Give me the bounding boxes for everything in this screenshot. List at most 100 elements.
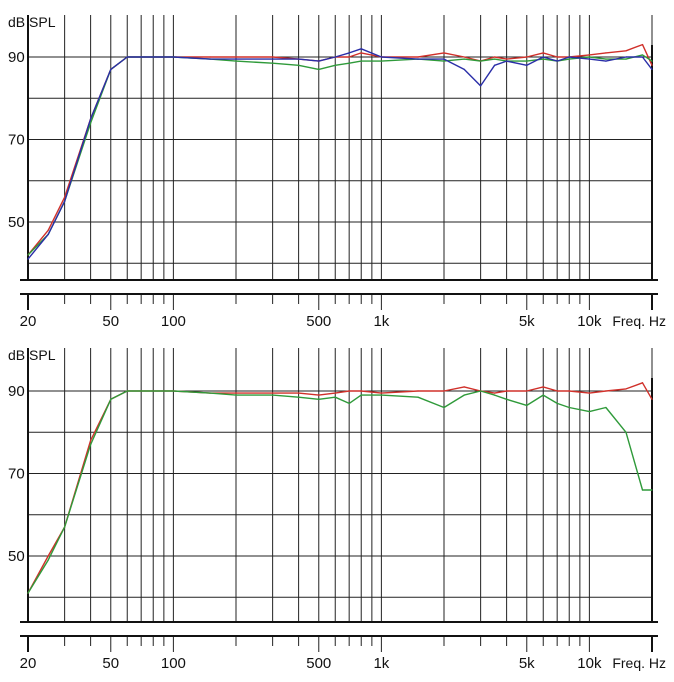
y-tick-label-90: 90: [8, 49, 25, 66]
data-point: [651, 60, 653, 62]
data-point: [463, 58, 465, 60]
data-point: [334, 56, 336, 58]
data-point: [360, 48, 362, 50]
data-point: [298, 64, 300, 66]
data-point: [298, 58, 300, 60]
data-point: [605, 60, 607, 62]
data-point: [463, 56, 465, 58]
data-point: [526, 390, 528, 392]
data-point: [480, 390, 482, 392]
data-point: [463, 68, 465, 70]
data-point: [348, 62, 350, 64]
data-point: [625, 56, 627, 58]
data-point: [209, 392, 211, 394]
series-line-2: [27, 390, 652, 594]
data-point: [542, 58, 544, 60]
data-point: [463, 386, 465, 388]
data-point: [334, 392, 336, 394]
data-point: [235, 394, 237, 396]
data-point: [209, 58, 211, 60]
data-point: [641, 382, 644, 384]
data-point: [605, 58, 607, 60]
data-point: [64, 196, 66, 198]
data-point: [318, 394, 320, 396]
y-axis-label: dB SPL: [8, 347, 56, 363]
data-point: [506, 390, 508, 392]
data-point: [641, 44, 644, 46]
data-point: [152, 56, 154, 58]
data-point: [360, 390, 362, 392]
data-point: [443, 58, 445, 60]
data-point: [272, 58, 274, 60]
data-point: [625, 58, 627, 60]
data-point: [542, 56, 544, 58]
data-point: [235, 392, 237, 394]
x-tick-label-500: 500: [306, 313, 331, 330]
data-point: [651, 398, 653, 400]
data-point: [417, 58, 419, 60]
data-point: [556, 390, 558, 392]
data-point: [568, 390, 570, 392]
data-point: [47, 559, 49, 561]
y-tick-label-70: 70: [8, 132, 25, 149]
y-tick-label-50: 50: [8, 548, 25, 565]
data-point: [47, 555, 49, 557]
data-point: [588, 54, 590, 56]
data-point: [172, 390, 174, 392]
data-point: [443, 52, 445, 54]
data-point: [556, 56, 558, 58]
data-point: [651, 489, 653, 491]
data-point: [348, 390, 350, 392]
data-point: [334, 64, 336, 66]
data-point: [298, 396, 300, 398]
data-point: [480, 85, 482, 87]
x-tick-label-500: 500: [306, 655, 331, 672]
data-point: [380, 56, 382, 58]
data-point: [380, 392, 382, 394]
data-point: [348, 402, 350, 404]
data-point: [568, 56, 570, 58]
data-point: [493, 392, 496, 394]
data-point: [380, 394, 382, 396]
data-point: [235, 58, 237, 60]
data-point: [480, 60, 482, 62]
x-tick-label-10k: 10k: [577, 655, 602, 672]
data-point: [27, 258, 29, 260]
y-tick-label-90: 90: [8, 383, 25, 400]
data-point: [348, 52, 350, 54]
data-point: [605, 390, 607, 392]
x-tick-label-100: 100: [161, 313, 186, 330]
data-point: [348, 56, 350, 58]
data-point: [272, 394, 274, 396]
series-line-3: [27, 48, 653, 260]
data-point: [90, 122, 92, 124]
data-point: [526, 56, 528, 58]
data-point: [493, 64, 496, 66]
data-point: [235, 60, 237, 62]
data-point: [568, 406, 570, 409]
data-point: [605, 406, 607, 409]
data-point: [298, 392, 300, 394]
data-point: [140, 56, 142, 58]
data-point: [641, 489, 644, 491]
data-point: [417, 390, 419, 392]
series-line-1: [27, 382, 653, 594]
y-axis-label: dB SPL: [8, 14, 56, 30]
data-point: [443, 60, 445, 62]
data-point: [641, 56, 644, 58]
x-tick-label-50: 50: [102, 313, 119, 330]
data-point: [27, 254, 29, 256]
data-point: [110, 398, 112, 400]
data-point: [556, 402, 558, 404]
x-tick-label-10k: 10k: [577, 313, 602, 330]
x-tick-label-1k: 1k: [373, 313, 389, 330]
data-point: [90, 439, 92, 442]
chart-panel-2: 50 70 90 dB SPL 20 50 100 500 1k 5k 10k Freq. Hz: [8, 347, 666, 672]
data-point: [506, 60, 508, 62]
data-point: [334, 396, 336, 398]
data-point: [542, 386, 544, 388]
data-point: [318, 60, 320, 62]
x-tick-label-1k: 1k: [373, 655, 389, 672]
data-point: [443, 390, 445, 392]
